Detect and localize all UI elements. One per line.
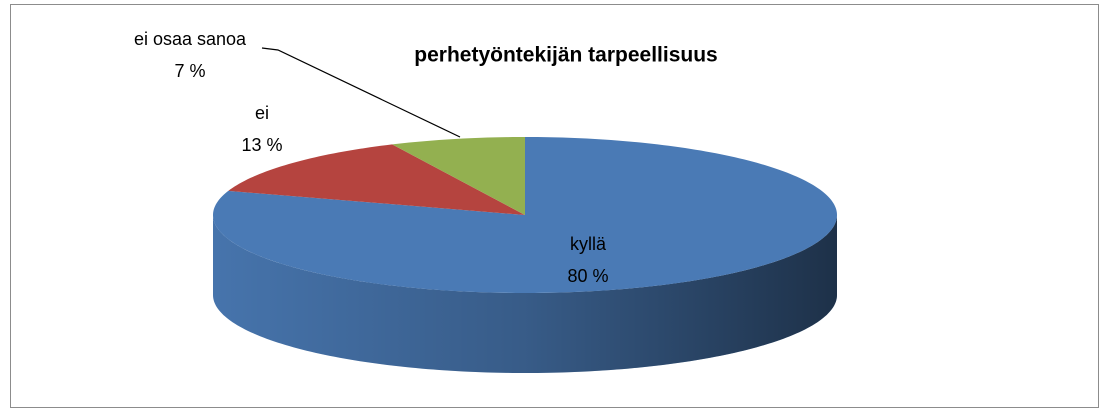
slice-label: ei osaa sanoa <box>134 29 247 49</box>
pie-slice <box>228 144 525 215</box>
slice-value-label: 13 % <box>241 135 282 155</box>
slice-value-label: 7 % <box>174 61 205 81</box>
leader-line <box>261 47 461 138</box>
slice-value-label: 80 % <box>567 266 608 286</box>
slice-label: kyllä <box>570 234 607 254</box>
slice-label: ei <box>255 103 269 123</box>
pie-side-shade <box>213 215 837 373</box>
chart-title: perhetyöntekijän tarpeellisuus <box>414 44 717 67</box>
pie-slice <box>392 137 525 215</box>
